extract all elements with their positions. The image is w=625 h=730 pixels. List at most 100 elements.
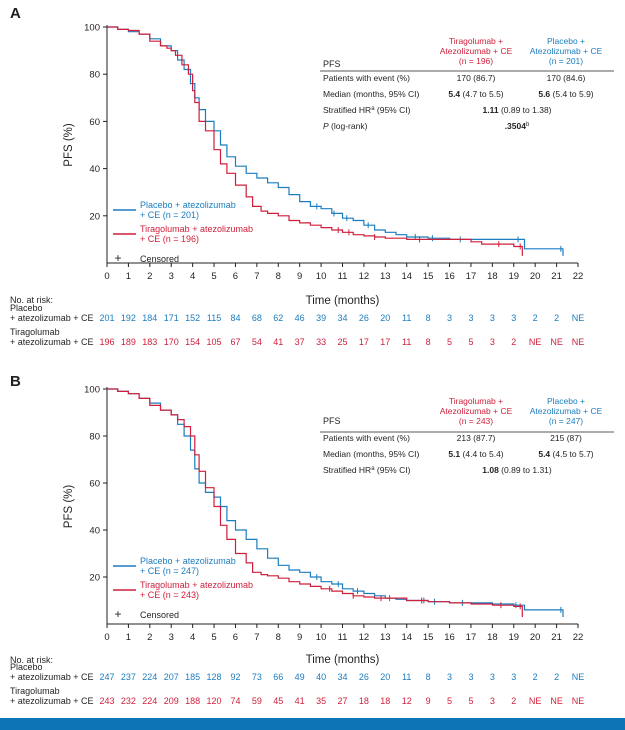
at-risk-value-placebo: 3 bbox=[468, 313, 473, 323]
at-risk-value-placebo: 2 bbox=[533, 672, 538, 682]
at-risk-value-placebo: 73 bbox=[252, 672, 262, 682]
table-row-label: Stratified HRa (95% CI) bbox=[323, 465, 411, 475]
x-tick-label: 20 bbox=[530, 632, 541, 643]
at-risk-value-placebo: 11 bbox=[402, 672, 411, 682]
table-value-tiragolumab: 213 (87.7) bbox=[457, 433, 496, 443]
at-risk-row-label: Tiragolumab bbox=[10, 327, 60, 337]
at-risk-value-placebo: 68 bbox=[252, 313, 262, 323]
table-header-placebo: Atezolizumab + CE bbox=[530, 406, 603, 416]
at-risk-value-tiragolumab: NE bbox=[529, 337, 542, 347]
table-header-tiragolumab: (n = 243) bbox=[459, 416, 493, 426]
x-tick-label: 10 bbox=[316, 632, 327, 643]
at-risk-value-tiragolumab: 154 bbox=[185, 337, 200, 347]
at-risk-row-label-2: + atezolizumab + CE bbox=[10, 337, 94, 347]
y-tick-label: 100 bbox=[84, 23, 100, 34]
legend-censored-label: Censored bbox=[140, 610, 179, 620]
legend-censor-symbol: + bbox=[114, 251, 121, 265]
table-header-tiragolumab: Tiragolumab + bbox=[449, 36, 503, 46]
x-tick-label: 11 bbox=[338, 632, 348, 643]
at-risk-value-placebo: 3 bbox=[468, 672, 473, 682]
x-tick-label: 6 bbox=[233, 632, 238, 643]
table-header-placebo: Placebo + bbox=[547, 396, 585, 406]
table-row-label: Median (months, 95% CI) bbox=[323, 89, 420, 99]
at-risk-value-placebo: 34 bbox=[337, 313, 347, 323]
at-risk-value-tiragolumab: 5 bbox=[447, 696, 452, 706]
x-tick-label: 2 bbox=[147, 632, 152, 643]
at-risk-value-placebo: 3 bbox=[511, 672, 516, 682]
at-risk-value-placebo: 3 bbox=[447, 313, 452, 323]
at-risk-value-tiragolumab: 105 bbox=[207, 337, 222, 347]
legend-label-placebo-n: + CE (n = 247) bbox=[140, 566, 199, 576]
legend-label-tiragolumab: Tiragolumab + atezolizumab bbox=[140, 224, 253, 234]
x-tick-label: 0 bbox=[104, 271, 109, 282]
at-risk-value-placebo: 115 bbox=[207, 313, 221, 323]
km-curve-tiragolumab bbox=[107, 388, 523, 617]
at-risk-value-tiragolumab: 3 bbox=[490, 696, 495, 706]
at-risk-value-tiragolumab: 183 bbox=[142, 337, 157, 347]
y-tick-label: 80 bbox=[89, 70, 100, 81]
at-risk-value-placebo: 8 bbox=[426, 672, 431, 682]
at-risk-value-tiragolumab: NE bbox=[550, 696, 563, 706]
table-title: PFS bbox=[323, 416, 341, 426]
at-risk-value-tiragolumab: 45 bbox=[273, 696, 283, 706]
at-risk-value-placebo: 152 bbox=[185, 313, 200, 323]
at-risk-value-tiragolumab: 170 bbox=[164, 337, 179, 347]
y-tick-label: 40 bbox=[89, 526, 100, 537]
at-risk-value-placebo: 128 bbox=[207, 672, 222, 682]
table-header-tiragolumab: Atezolizumab + CE bbox=[440, 46, 513, 56]
x-tick-label: 14 bbox=[401, 271, 412, 282]
at-risk-title: No. at risk: bbox=[10, 295, 53, 305]
at-risk-value-placebo: 40 bbox=[316, 672, 326, 682]
panel-letter: A bbox=[10, 5, 21, 22]
table-value-placebo: 215 (87) bbox=[550, 433, 582, 443]
at-risk-value-tiragolumab: 243 bbox=[99, 696, 114, 706]
table-header-placebo: Atezolizumab + CE bbox=[530, 46, 603, 56]
at-risk-value-tiragolumab: 9 bbox=[426, 696, 431, 706]
at-risk-row-label: Tiragolumab bbox=[10, 686, 60, 696]
at-risk-value-tiragolumab: 8 bbox=[426, 337, 431, 347]
at-risk-value-tiragolumab: 33 bbox=[316, 337, 326, 347]
panel-letter: B bbox=[10, 373, 21, 390]
x-tick-label: 21 bbox=[551, 632, 562, 643]
table-row-label: Patients with event (%) bbox=[323, 73, 410, 83]
at-risk-value-tiragolumab: 41 bbox=[273, 337, 283, 347]
table-header-tiragolumab: Tiragolumab + bbox=[449, 396, 503, 406]
table-merged-value: .3504b bbox=[505, 121, 530, 131]
x-tick-label: 6 bbox=[233, 271, 238, 282]
at-risk-value-placebo: 207 bbox=[164, 672, 179, 682]
table-row-label: Stratified HRa (95% CI) bbox=[323, 105, 411, 115]
at-risk-value-tiragolumab: NE bbox=[529, 696, 542, 706]
table-title: PFS bbox=[323, 59, 341, 69]
at-risk-value-tiragolumab: 18 bbox=[359, 696, 369, 706]
at-risk-value-placebo: 237 bbox=[121, 672, 136, 682]
at-risk-value-tiragolumab: 67 bbox=[230, 337, 240, 347]
table-value-tiragolumab: 5.1 (4.4 to 5.4) bbox=[448, 449, 503, 459]
at-risk-value-placebo: 2 bbox=[554, 672, 559, 682]
x-tick-label: 17 bbox=[466, 632, 477, 643]
x-tick-label: 9 bbox=[297, 632, 302, 643]
at-risk-value-placebo: 3 bbox=[447, 672, 452, 682]
at-risk-value-tiragolumab: 120 bbox=[207, 696, 222, 706]
x-tick-label: 12 bbox=[359, 271, 370, 282]
x-tick-label: 7 bbox=[254, 271, 259, 282]
x-tick-label: 18 bbox=[487, 271, 498, 282]
y-tick-label: 40 bbox=[89, 164, 100, 175]
at-risk-value-placebo: 184 bbox=[142, 313, 157, 323]
table-value-placebo: 170 (84.6) bbox=[547, 73, 586, 83]
x-tick-label: 20 bbox=[530, 271, 541, 282]
table-header-tiragolumab: Atezolizumab + CE bbox=[440, 406, 513, 416]
y-tick-label: 20 bbox=[89, 573, 100, 584]
at-risk-value-placebo: 3 bbox=[511, 313, 516, 323]
table-header-placebo: Placebo + bbox=[547, 36, 585, 46]
y-axis-label: PFS (%) bbox=[63, 485, 75, 529]
at-risk-value-placebo: 92 bbox=[230, 672, 240, 682]
at-risk-value-tiragolumab: 189 bbox=[121, 337, 136, 347]
x-axis-label: Time (months) bbox=[306, 654, 380, 666]
bottom-bar bbox=[0, 718, 625, 730]
at-risk-value-placebo: 247 bbox=[99, 672, 114, 682]
at-risk-value-tiragolumab: NE bbox=[550, 337, 563, 347]
at-risk-value-placebo: NE bbox=[572, 313, 585, 323]
at-risk-value-tiragolumab: 232 bbox=[121, 696, 136, 706]
at-risk-row-label-2: + atezolizumab + CE bbox=[10, 313, 94, 323]
at-risk-value-placebo: 11 bbox=[402, 313, 411, 323]
